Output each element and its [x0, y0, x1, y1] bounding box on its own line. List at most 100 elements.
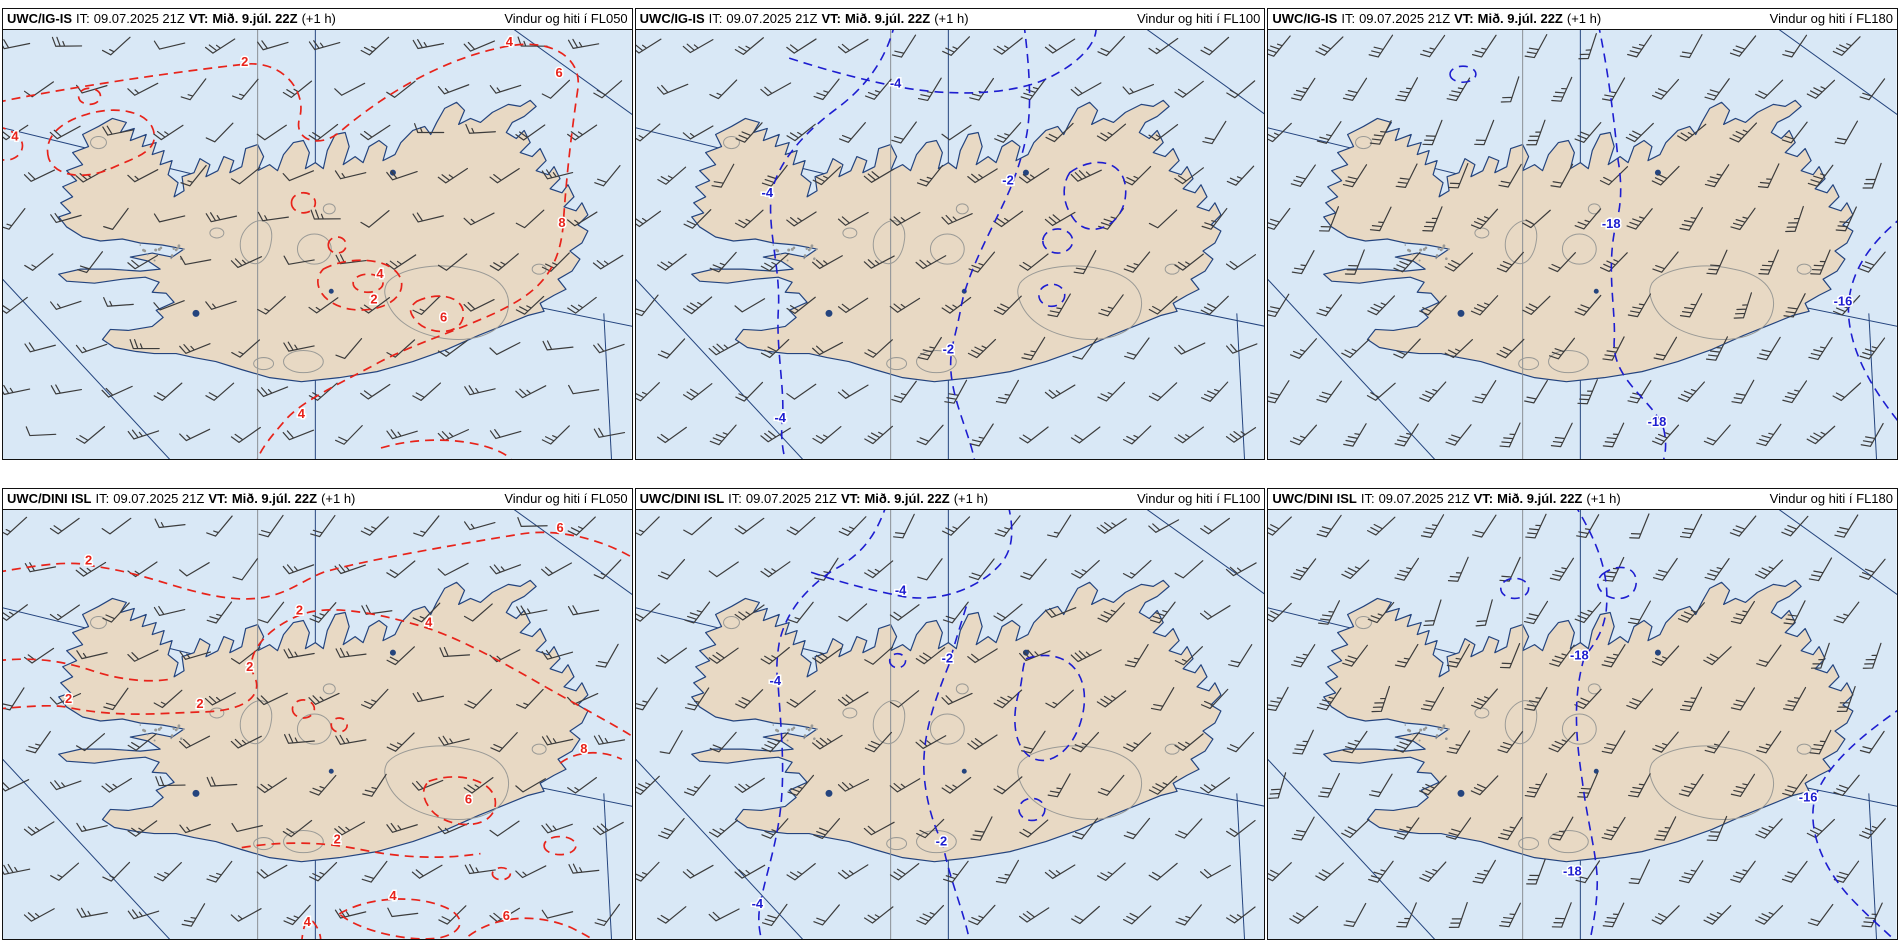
contour-label: -4: [774, 410, 786, 425]
model-name: UWC/DINI ISL: [639, 490, 725, 506]
contour-label: -16: [1799, 789, 1818, 804]
weather-map-igis-fl050: 2 4 6 8 4 4 2 6 4: [3, 28, 632, 459]
valid-time-label: VT:: [208, 490, 228, 506]
panel-igis-fl180: UWC/IG-IS IT: 09.07.2025 21Z VT: Mið. 9.júl.…: [1267, 8, 1898, 460]
init-time-value: 09.07.2025 21Z: [93, 10, 185, 26]
contour-label: 2: [196, 696, 203, 711]
model-name: UWC/DINI ISL: [1272, 490, 1357, 506]
contour-label: -18: [1563, 864, 1582, 879]
panel-header: UWC/IG-IS IT: 09.07.2025 21Z VT: Mið. 9.júl.…: [1268, 9, 1897, 29]
panel-title: Vindur og hiti í FL050: [504, 10, 628, 26]
valid-time-value: Mið. 9.júl. 22Z: [864, 490, 950, 506]
contour-label: 6: [440, 309, 447, 324]
forecast-step: (+1 h): [301, 10, 336, 26]
valid-time-value: Mið. 9.júl. 22Z: [231, 490, 318, 506]
panel-dini-fl100: UWC/DINI ISL IT: 09.07.2025 21Z VT: Mið. 9.j…: [634, 488, 1266, 940]
panel-header: UWC/DINI ISL IT: 09.07.2025 21Z VT: Mið. 9.j…: [3, 489, 632, 509]
contour-label: -2: [942, 341, 953, 356]
contour-label: 8: [580, 741, 587, 756]
valid-time-label: VT:: [821, 10, 841, 26]
panel-header: UWC/IG-IS IT: 09.07.2025 21Z VT: Mið. 9.júl.…: [3, 9, 632, 29]
init-time-label: IT:: [95, 490, 110, 506]
forecast-step: (+1 h): [1566, 10, 1602, 26]
panel-title: Vindur og hiti í FL100: [1136, 490, 1261, 506]
model-name: UWC/IG-IS: [1272, 10, 1338, 26]
contour-label: 2: [334, 831, 341, 846]
contour-label: 6: [465, 791, 472, 806]
panel-igis-fl100: UWC/IG-IS IT: 09.07.2025 21Z VT: Mið. 9.júl.…: [634, 8, 1266, 460]
valid-time-label: VT:: [1454, 10, 1474, 26]
contour-label: 4: [425, 614, 433, 629]
init-time-label: IT:: [728, 490, 742, 506]
panel-dini-fl180: UWC/DINI ISL IT: 09.07.2025 21Z VT: Mið. 9.j…: [1267, 488, 1898, 940]
contour-label: 2: [65, 691, 72, 706]
init-time-value: 09.07.2025 21Z: [745, 490, 837, 506]
contour-label: -4: [895, 582, 907, 597]
panel-title: Vindur og hiti í FL180: [1769, 490, 1893, 506]
model-name: UWC/IG-IS: [639, 10, 705, 26]
init-time-value: 09.07.2025 21Z: [1359, 10, 1451, 26]
forecast-step: (+1 h): [934, 10, 969, 26]
contour-label: 6: [503, 908, 510, 923]
model-name: UWC/IG-IS: [7, 10, 72, 26]
panel-title: Vindur og hiti í FL050: [504, 490, 628, 506]
panel-title: Vindur og hiti í FL180: [1769, 10, 1893, 26]
contour-label: -4: [890, 75, 902, 90]
contour-label: -2: [941, 651, 952, 666]
valid-time-value: Mið. 9.júl. 22Z: [1477, 10, 1563, 26]
valid-time-label: VT:: [1473, 490, 1494, 506]
contour-label: 4: [506, 34, 514, 49]
contour-label: 6: [556, 520, 563, 535]
contour-label: -18: [1570, 648, 1589, 663]
model-name: UWC/DINI ISL: [7, 490, 92, 506]
contour-label: -18: [1602, 216, 1621, 231]
forecast-step: (+1 h): [321, 490, 356, 506]
contour-label: 2: [85, 552, 92, 567]
valid-time-value: Mið. 9.júl. 22Z: [212, 10, 298, 26]
valid-time-label: VT:: [188, 10, 209, 26]
forecast-step: (+1 h): [1586, 490, 1621, 506]
contour-label: -4: [761, 185, 773, 200]
init-time-label: IT:: [1341, 10, 1356, 26]
contour-label: -4: [751, 896, 763, 911]
contour-label: 4: [389, 888, 397, 903]
contour-label: -16: [1834, 293, 1853, 308]
valid-time-value: Mið. 9.júl. 22Z: [1497, 490, 1583, 506]
init-time-value: 09.07.2025 21Z: [1378, 490, 1470, 506]
contour-label: 6: [555, 65, 562, 80]
contour-label: -18: [1648, 414, 1667, 429]
contour-label: 4: [11, 128, 19, 143]
contour-label: 2: [246, 659, 253, 674]
panel-header: UWC/DINI ISL IT: 09.07.2025 21Z VT: Mið. 9.j…: [1268, 489, 1897, 509]
init-time-label: IT:: [1360, 490, 1375, 506]
panel-dini-fl050: UWC/DINI ISL IT: 09.07.2025 21Z VT: Mið. 9.j…: [2, 488, 633, 940]
contour-label: -4: [769, 673, 781, 688]
weather-map-igis-fl100: -4 -2 -4 -2 -4: [635, 28, 1265, 459]
contour-label: 4: [376, 266, 384, 281]
init-time-value: 09.07.2025 21Z: [726, 10, 818, 26]
init-time-value: 09.07.2025 21Z: [113, 490, 205, 506]
contour-label: 2: [241, 54, 248, 69]
contour-label: -2: [935, 833, 946, 848]
panel-title: Vindur og hiti í FL100: [1136, 10, 1261, 26]
contour-label: 2: [296, 602, 303, 617]
contour-label: 2: [370, 291, 377, 306]
init-time-label: IT:: [76, 10, 90, 26]
panel-header: UWC/IG-IS IT: 09.07.2025 21Z VT: Mið. 9.júl.…: [636, 9, 1265, 29]
panel-header: UWC/DINI ISL IT: 09.07.2025 21Z VT: Mið. 9.j…: [636, 489, 1265, 509]
contour-label: 8: [558, 215, 565, 230]
panel-grid: UWC/IG-IS IT: 09.07.2025 21Z VT: Mið. 9.júl.…: [2, 8, 1898, 940]
forecast-step: (+1 h): [953, 490, 989, 506]
valid-time-value: Mið. 9.júl. 22Z: [844, 10, 931, 26]
valid-time-label: VT:: [840, 490, 861, 506]
init-time-label: IT:: [708, 10, 723, 26]
panel-igis-fl050: UWC/IG-IS IT: 09.07.2025 21Z VT: Mið. 9.júl.…: [2, 8, 633, 460]
contour-label: -2: [1002, 173, 1013, 188]
weather-map-dini-fl050: 2 6 2 4 2 2 2 8 6 2 4 4 6: [3, 508, 632, 939]
contour-label: 4: [298, 406, 306, 421]
contour-label: 4: [304, 914, 312, 929]
weather-map-dini-fl180: -18 -16 -18: [1268, 508, 1897, 939]
weather-map-igis-fl180: -18 -16 -18: [1268, 28, 1897, 459]
weather-map-dini-fl100: -4 -2 -4 -2 -4: [635, 508, 1265, 939]
